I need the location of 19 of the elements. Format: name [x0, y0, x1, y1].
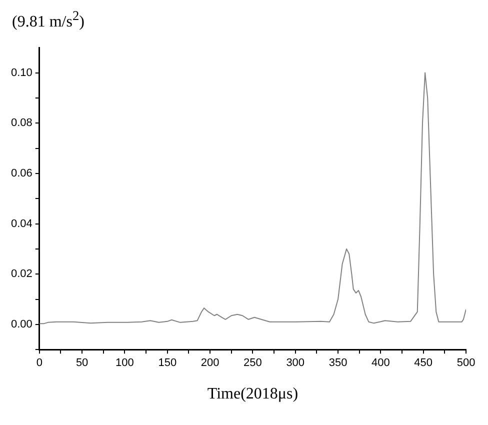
x-tick-label: 200: [200, 357, 220, 370]
x-tick-label: 350: [328, 357, 348, 370]
x-tick-label: 150: [158, 357, 177, 370]
y-tick-label: 0.10: [10, 66, 32, 79]
y-tick-label: 0.08: [10, 117, 32, 130]
x-tick-label: 450: [414, 357, 433, 370]
y-tick-label: 0.00: [10, 318, 32, 330]
x-axis-title: Time(2018μs): [207, 386, 298, 403]
y-tick-label: 0.02: [10, 268, 32, 280]
x-tick-label: 250: [244, 357, 262, 370]
x-tick-label: 50: [76, 357, 88, 370]
x-tick-label: 100: [116, 357, 134, 370]
x-tick-label: 500: [456, 357, 476, 370]
y-tick-label: 0.04: [10, 218, 32, 230]
x-tick-label: 400: [372, 357, 390, 370]
y-tick-label: 0.06: [10, 167, 32, 180]
y-axis-title: (9.81 m/s$^{2}$): [11, 8, 86, 32]
x-tick-label: 0: [36, 357, 42, 370]
x-tick-label: 300: [286, 357, 305, 370]
